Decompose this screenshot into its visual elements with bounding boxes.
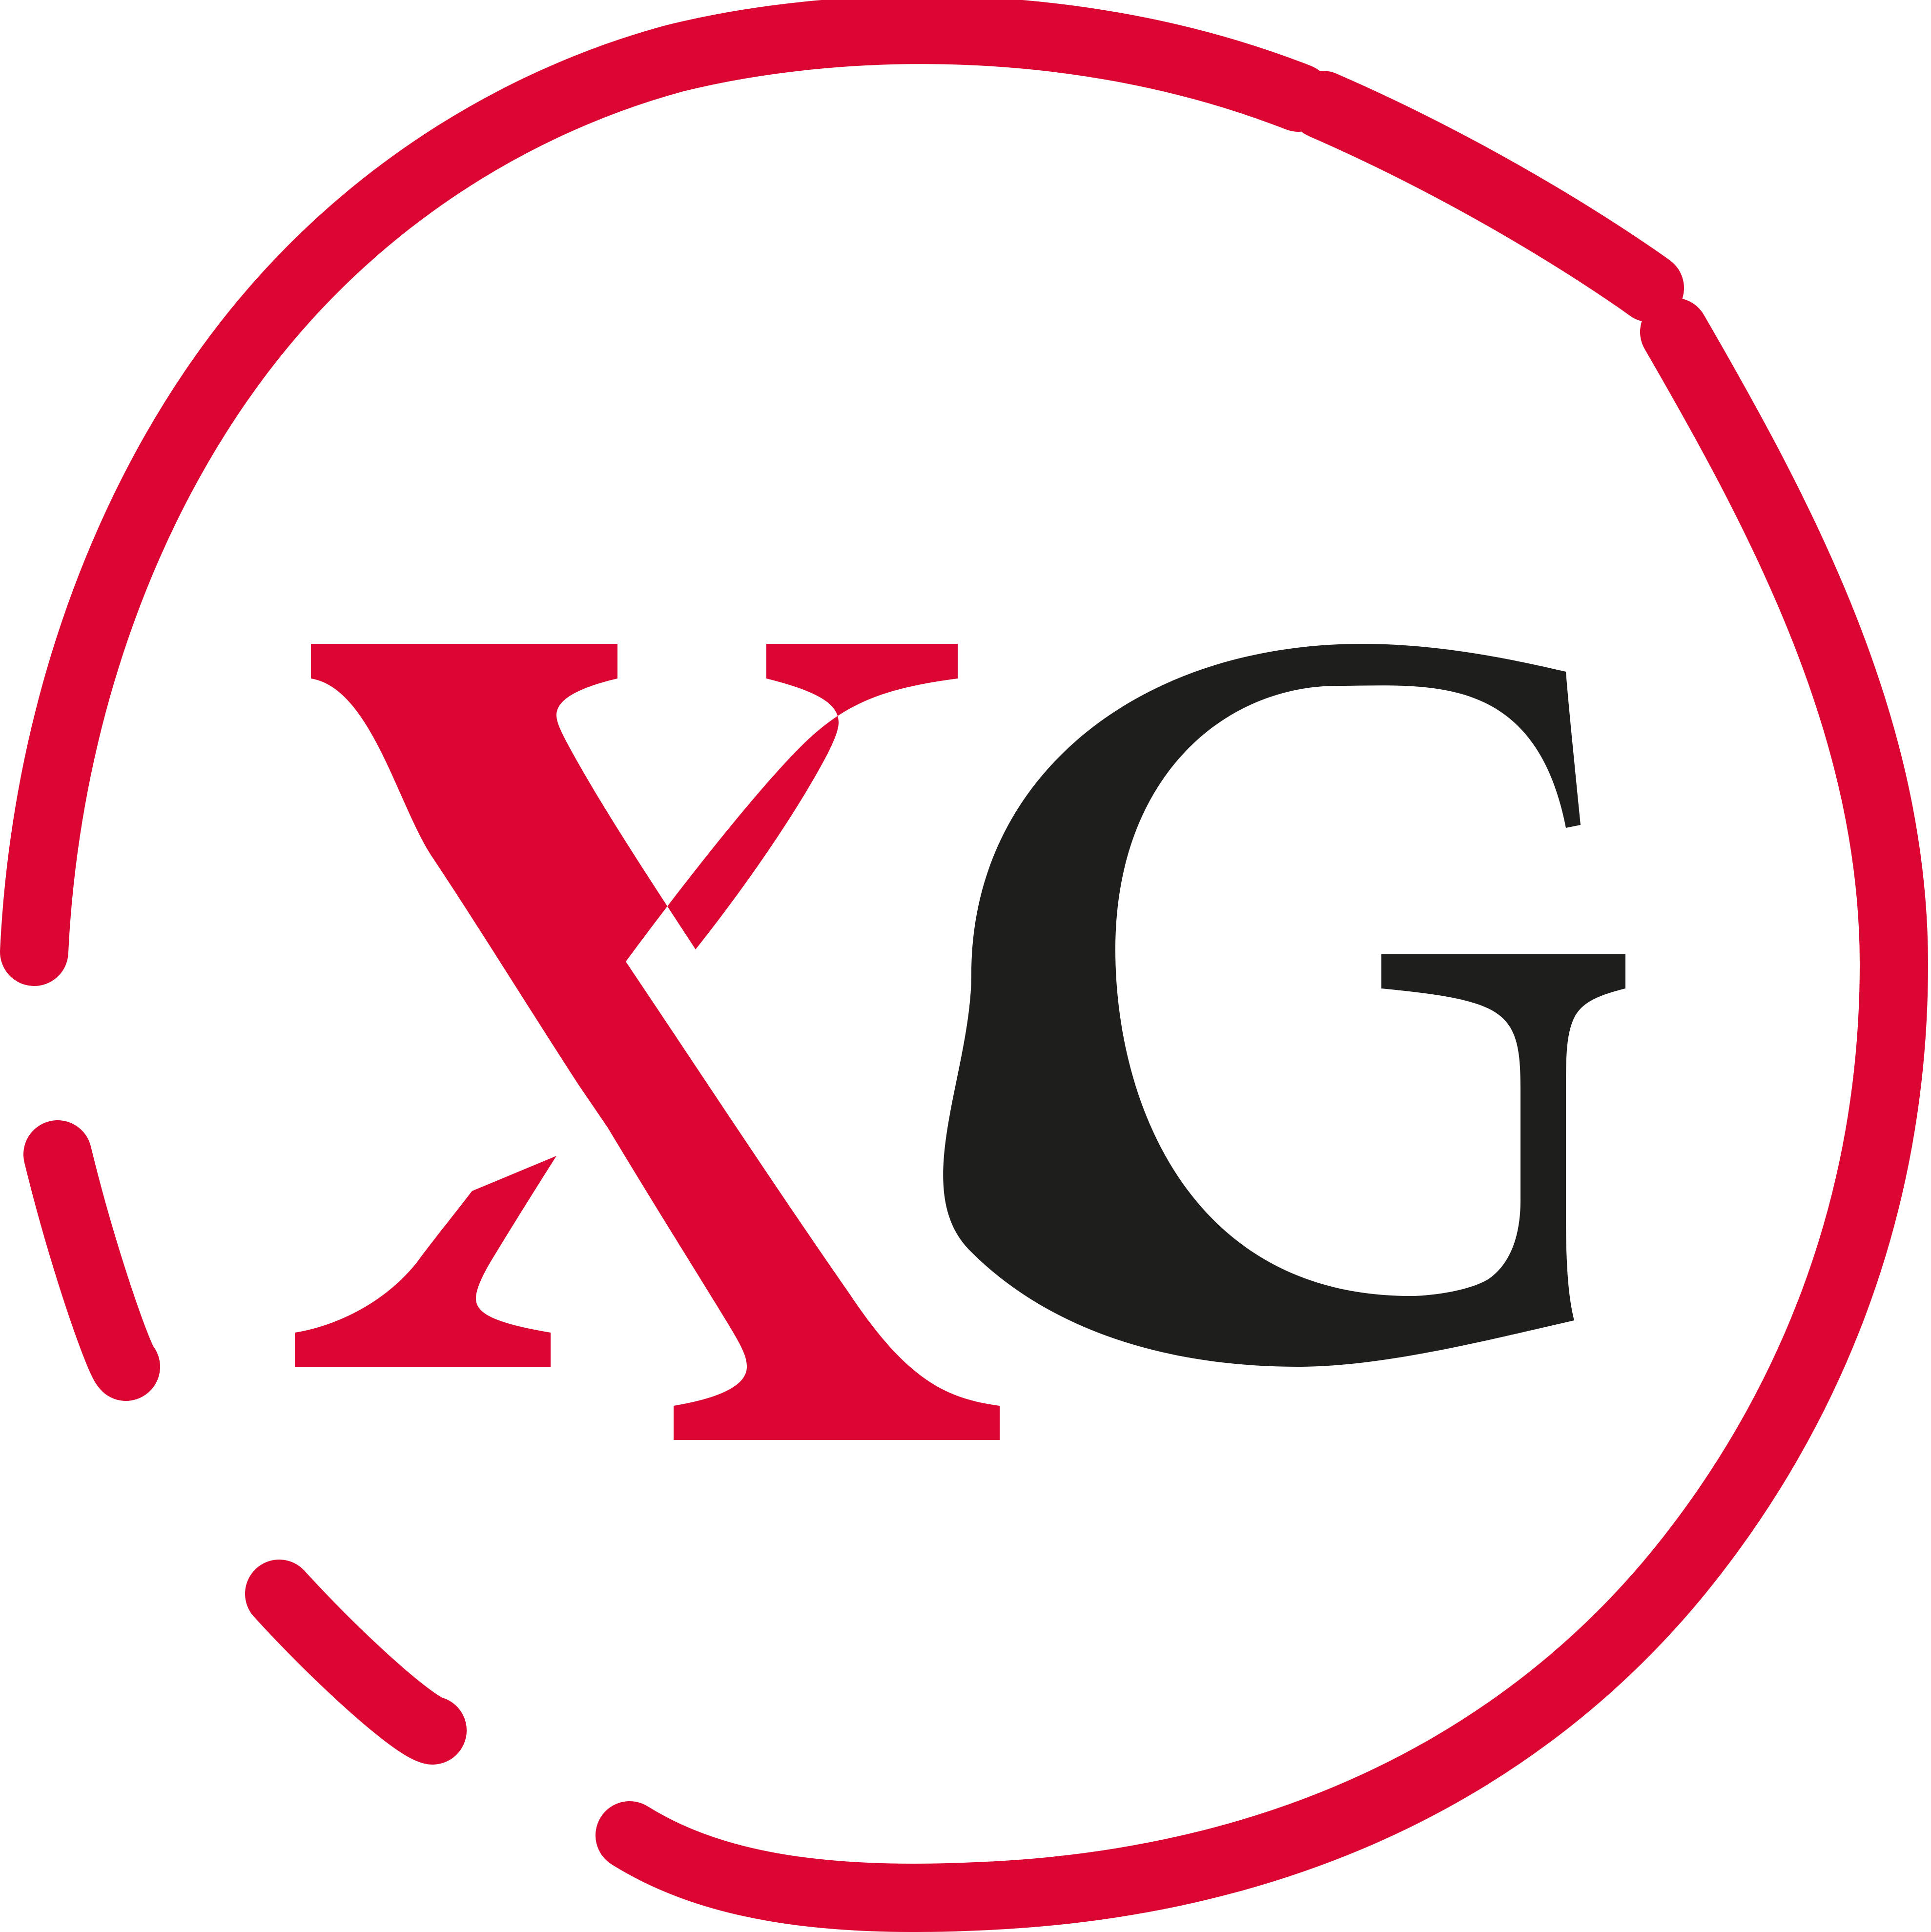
letter-x-main bbox=[311, 644, 1000, 1440]
ring-arc-top-small bbox=[1289, 71, 1684, 322]
letter-g-shape bbox=[943, 644, 1625, 1367]
letter-x bbox=[295, 644, 1000, 1440]
ring-dash-left-upper bbox=[23, 1120, 160, 1401]
ring-dash-left-lower bbox=[245, 1560, 467, 1765]
letter-x-fragment bbox=[295, 1156, 556, 1367]
letter-g bbox=[943, 644, 1625, 1367]
ring-arc-top-left bbox=[0, 0, 1333, 986]
ring-arc-right bbox=[596, 298, 1929, 1932]
